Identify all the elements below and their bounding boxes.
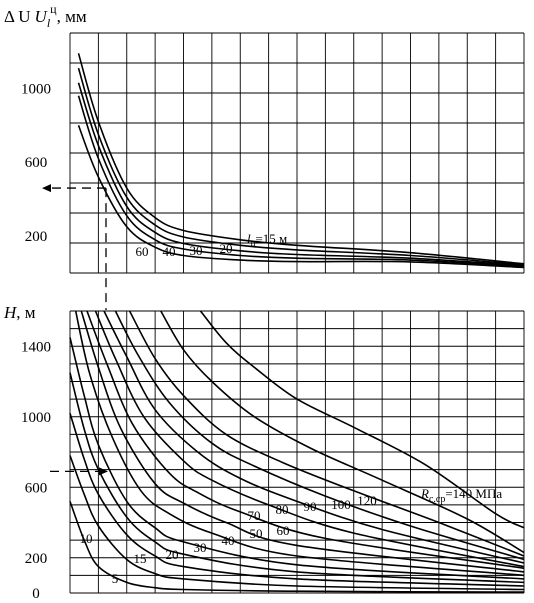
- bottom-series-line-100: [128, 310, 525, 557]
- y-tick-label: 200: [25, 551, 48, 567]
- top-chart-grid: [69, 32, 525, 274]
- bottom-series-label: 120: [357, 493, 377, 508]
- bottom-series-label: 20: [166, 547, 179, 562]
- bottom-series-line-40: [74, 310, 525, 577]
- bottom-series-label: 90: [304, 499, 317, 514]
- bottom-series-line-120: [160, 310, 525, 554]
- bottom-series-line-60: [86, 310, 525, 570]
- y-tick-label: 1400: [21, 339, 51, 355]
- top-series-line-15: [77, 53, 525, 265]
- bottom-series-line-140: [199, 310, 525, 529]
- arrowhead-left: [42, 184, 51, 193]
- bottom-series-label: 60: [277, 523, 290, 538]
- top-series-label: 60: [136, 244, 149, 259]
- bottom-series-line-50: [80, 310, 525, 573]
- y-tick-label: 1000: [21, 81, 51, 97]
- bottom-series-label: 80: [276, 502, 289, 517]
- bottom-series-label: 10: [80, 531, 93, 546]
- top-series-label-lead: lц=15 м: [247, 231, 287, 248]
- top-series-label: 30: [190, 243, 203, 258]
- bottom-series-label: 15: [134, 551, 147, 566]
- y-tick-label: 200: [25, 229, 48, 245]
- y-tick-label: 600: [25, 480, 48, 496]
- y-tick-label: 1000: [21, 410, 51, 426]
- top-series-label: 40: [163, 244, 176, 259]
- bottom-series-line-15: [69, 412, 525, 587]
- bottom-series-labels: 5 10 15 20 30 40 50 60 70 80 90 100 120: [80, 493, 377, 586]
- bottom-chart-curves: [69, 310, 525, 593]
- bottom-series-label: 50: [250, 526, 263, 541]
- bottom-chart-grid: [69, 310, 525, 594]
- top-series-line-20: [77, 67, 525, 266]
- bottom-series-label: 5: [112, 571, 119, 586]
- bottom-chart-y-tick-labels: 1400 1000 600 200 0: [21, 339, 51, 602]
- top-series-labels: 20 30 40 60: [136, 241, 233, 259]
- top-series-line-60: [77, 125, 525, 269]
- top-series-label: 20: [220, 241, 233, 256]
- bottom-series-label: 40: [222, 533, 235, 548]
- y-tick-label: 0: [32, 586, 40, 602]
- bottom-series-label: 100: [331, 497, 351, 512]
- top-chart-curves: [77, 53, 525, 269]
- arrowhead-right: [99, 467, 108, 476]
- top-y-axis-title: Δ U Ulц, мм: [4, 2, 87, 30]
- bottom-series-line-90: [114, 310, 525, 561]
- top-series-line-40: [77, 95, 525, 268]
- bottom-series-line-70: [94, 310, 525, 568]
- bottom-series-line-5: [69, 501, 525, 593]
- bottom-series-line-10: [69, 455, 525, 591]
- bottom-series-line-80: [103, 310, 525, 564]
- y-tick-label: 600: [25, 155, 48, 171]
- top-series-line-30: [77, 82, 525, 267]
- reading-lines: [42, 184, 108, 476]
- top-chart-y-tick-labels: 1000 600 200: [21, 81, 51, 245]
- bottom-series-label: 70: [248, 508, 261, 523]
- bottom-series-label-lead: Rс.ср=140 МПа: [420, 486, 502, 505]
- bottom-series-label: 30: [194, 540, 207, 555]
- bottom-series-line-30: [69, 337, 525, 580]
- bottom-y-axis-title: H, м: [3, 303, 36, 322]
- bottom-series-line-20: [69, 372, 525, 584]
